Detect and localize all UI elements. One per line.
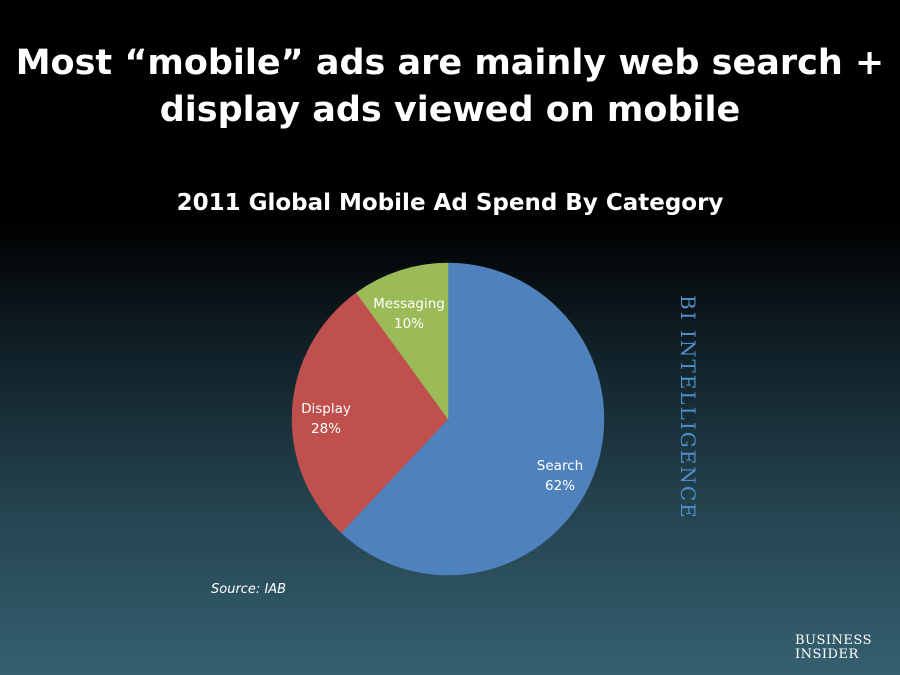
chart-title: 2011 Global Mobile Ad Spend By Category (176, 190, 724, 216)
slice-value-search: 62% (545, 478, 575, 494)
pie-slice-search (340, 262, 605, 576)
headline-line-1: Most “mobile” ads are mainly web search … (15, 43, 885, 83)
logo-line-1: BUSINESS (795, 633, 872, 648)
slide-headline: Most “mobile” ads are mainly web search … (0, 40, 900, 134)
headline-line-2: display ads viewed on mobile (159, 90, 741, 130)
bi-intelligence-watermark: BI INTELLIGENCE (676, 295, 700, 520)
slice-label-search: Search (537, 458, 583, 474)
pie-slice-display (291, 292, 449, 534)
business-insider-logo: BUSINESS INSIDER (795, 634, 885, 662)
slice-value-messaging: 10% (394, 316, 424, 332)
source-note: Source: IAB (211, 582, 287, 597)
logo-line-2: INSIDER (795, 647, 859, 662)
slice-label-messaging: Messaging (373, 296, 445, 312)
pie-slice-messaging (355, 262, 449, 420)
slice-label-display: Display (301, 401, 351, 417)
slice-value-display: 28% (311, 421, 341, 437)
